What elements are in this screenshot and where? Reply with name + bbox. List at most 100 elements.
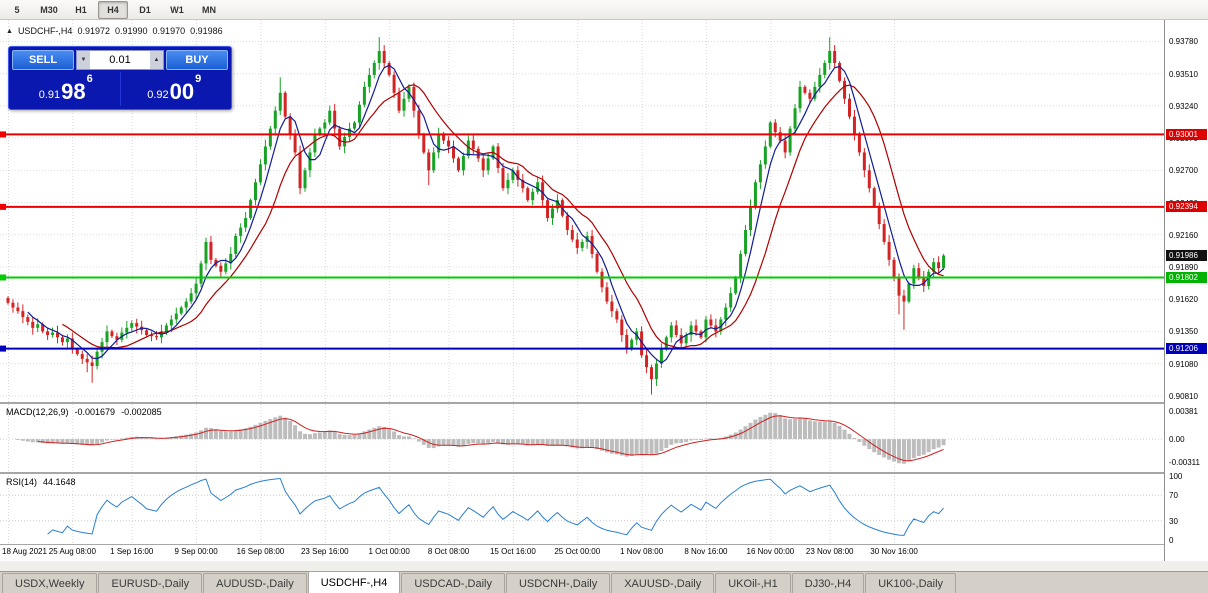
time-axis-label: 9 Sep 00:00 xyxy=(174,547,218,556)
tab-usdcnh-daily[interactable]: USDCNH-,Daily xyxy=(505,573,611,593)
chart-tab-bar: USDX,Weekly EURUSD-,Daily AUDUSD-,Daily USD… xyxy=(0,571,1208,593)
rsi-name: RSI(14) xyxy=(6,477,38,487)
time-axis-label: 1 Nov 08:00 xyxy=(620,547,664,556)
buy-price-big: 00 xyxy=(169,79,195,104)
bar-close: 0.91986 xyxy=(190,26,223,36)
buy-button[interactable]: BUY xyxy=(166,50,228,70)
time-axis[interactable]: 18 Aug 2021 25 Aug 08:00 1 Sep 16:00 9 Sep … xyxy=(0,545,1164,561)
tab-dj30-h4[interactable]: DJ30-,H4 xyxy=(791,573,865,593)
rsi-value: 44.1648 xyxy=(43,477,76,487)
tab-audusd-daily[interactable]: AUDUSD-,Daily xyxy=(203,573,307,593)
rsi-axis-label: 0 xyxy=(1169,536,1174,545)
buy-price-small: 0.92 xyxy=(147,89,169,101)
time-axis-label: 25 Oct 00:00 xyxy=(554,547,601,556)
buy-price[interactable]: 0.92 00 9 xyxy=(121,72,229,106)
time-axis-label: 18 Aug 2021 xyxy=(2,547,47,556)
time-axis-separator xyxy=(0,544,1208,545)
lot-increase-icon[interactable]: ▲ xyxy=(150,51,163,69)
tab-eurusd-daily[interactable]: EURUSD-,Daily xyxy=(98,573,203,593)
rsi-line xyxy=(47,477,944,536)
chart-symbol-period: USDCHF-,H4 xyxy=(17,26,73,36)
tab-uk100-daily[interactable]: UK100-,Daily xyxy=(865,573,957,593)
bar-open: 0.91972 xyxy=(77,26,110,36)
price-tag-091802: 0.91802 xyxy=(1166,271,1207,283)
chart-region: 0.937800.935100.932400.929700.927000.924… xyxy=(0,20,1208,561)
timeframe-button-h1[interactable]: H1 xyxy=(75,4,87,15)
lot-size-input[interactable] xyxy=(90,51,150,69)
price-axis-label: 0.91080 xyxy=(1169,359,1198,369)
hline-handle-icon[interactable] xyxy=(0,345,6,352)
macd-histogram xyxy=(15,412,946,464)
time-axis-label: 16 Sep 08:00 xyxy=(236,547,285,556)
sell-price-big: 98 xyxy=(61,79,86,104)
rsi-axis-label: 100 xyxy=(1169,472,1183,481)
macd-axis-label: -0.00311 xyxy=(1169,457,1200,467)
chart-ohlc-header: ▲ USDCHF-,H4 0.91972 0.91990 0.91970 0.9… xyxy=(6,26,223,36)
time-axis-label: 15 Oct 16:00 xyxy=(489,547,536,556)
time-axis-label: 8 Oct 08:00 xyxy=(427,547,470,556)
time-axis-label: 23 Nov 08:00 xyxy=(805,547,854,556)
tab-ukoil-h1[interactable]: UKOil-,H1 xyxy=(715,573,791,593)
hline-handle-icon[interactable] xyxy=(0,131,6,138)
rsi-axis-label: 30 xyxy=(1169,516,1178,526)
hline-handle-icon[interactable] xyxy=(0,274,6,281)
lot-decrease-icon[interactable]: ▼ xyxy=(77,51,90,69)
sell-button[interactable]: SELL xyxy=(12,50,74,70)
price-tag-091986: 0.91986 xyxy=(1166,250,1207,262)
time-axis-label: 8 Nov 16:00 xyxy=(684,547,728,556)
tab-usdcad-daily[interactable]: USDCAD-,Daily xyxy=(401,573,505,593)
price-axis-label: 0.91350 xyxy=(1169,327,1198,337)
chart-canvas[interactable] xyxy=(0,20,1164,545)
macd-name: MACD(12,26,9) xyxy=(6,407,69,417)
price-axis-label: 0.90810 xyxy=(1169,391,1198,401)
tab-usdchf-h4[interactable]: USDCHF-,H4 xyxy=(307,571,401,593)
one-click-trade-panel: SELL ▼ ▲ BUY 0.91 98 6 0.92 00 9 xyxy=(8,46,232,110)
price-tag-092394: 0.92394 xyxy=(1166,201,1207,213)
sell-price-small: 0.91 xyxy=(38,89,61,101)
price-divider xyxy=(119,72,121,106)
timeframe-toolbar: 5 M30 H1 H4 D1 W1 MN xyxy=(0,0,1208,20)
buy-price-sup: 9 xyxy=(195,73,202,85)
sell-price[interactable]: 0.91 98 6 xyxy=(12,72,120,106)
bar-low: 0.91970 xyxy=(152,26,186,36)
price-axis-label: 0.93510 xyxy=(1169,69,1198,79)
rsi-indicator-label: RSI(14) 44.1648 xyxy=(6,477,76,487)
collapse-arrow-icon[interactable]: ▲ xyxy=(6,27,13,35)
macd-axis-label: 0.00 xyxy=(1169,435,1185,445)
macd-pane-separator[interactable] xyxy=(0,402,1208,404)
macd-signal-line xyxy=(37,415,944,462)
sell-price-sup: 6 xyxy=(86,73,93,85)
time-axis-label: 23 Sep 16:00 xyxy=(300,547,349,556)
tab-usdx-weekly[interactable]: USDX,Weekly xyxy=(2,573,98,593)
timeframe-button-mn[interactable]: MN xyxy=(202,4,216,15)
macd-indicator-label: MACD(12,26,9) -0.001679 -0.002085 xyxy=(6,407,162,417)
timeframe-button-d1[interactable]: D1 xyxy=(139,4,151,15)
timeframe-button-h4[interactable]: H4 xyxy=(98,0,128,19)
time-axis-label: 30 Nov 16:00 xyxy=(870,547,918,556)
bar-high: 0.91990 xyxy=(115,26,148,36)
timeframe-button-5[interactable]: 5 xyxy=(14,4,20,15)
hline-handle-icon[interactable] xyxy=(0,203,6,210)
timeframe-button-w1[interactable]: W1 xyxy=(170,4,184,15)
timeframe-button-m30[interactable]: M30 xyxy=(40,4,58,15)
tab-xauusd-daily[interactable]: XAUUSD-,Daily xyxy=(611,573,715,593)
macd-axis-label: 0.00381 xyxy=(1169,407,1198,417)
price-axis-label: 0.92700 xyxy=(1169,166,1198,176)
macd-value-main: -0.001679 xyxy=(74,407,116,417)
macd-value-signal: -0.002085 xyxy=(121,407,162,417)
ma-slow-red-line xyxy=(62,84,944,349)
price-axis[interactable]: 0.937800.935100.932400.929700.927000.924… xyxy=(1164,20,1208,561)
bottom-gap-strip xyxy=(0,561,1208,571)
rsi-axis-label: 70 xyxy=(1169,491,1178,501)
time-axis-label: 25 Aug 08:00 xyxy=(48,547,96,556)
time-axis-label: 1 Sep 16:00 xyxy=(110,547,154,556)
price-tag-093001: 0.93001 xyxy=(1166,128,1207,140)
price-axis-label: 0.93780 xyxy=(1169,37,1198,47)
price-axis-label: 0.92160 xyxy=(1169,230,1198,240)
price-axis-label: 0.93240 xyxy=(1169,101,1198,111)
price-axis-label: 0.91890 xyxy=(1169,262,1198,272)
time-axis-label: 16 Nov 00:00 xyxy=(746,547,795,556)
price-tag-091206: 0.91206 xyxy=(1166,343,1207,355)
rsi-pane-separator[interactable] xyxy=(0,472,1208,474)
time-axis-label: 1 Oct 00:00 xyxy=(368,547,410,556)
